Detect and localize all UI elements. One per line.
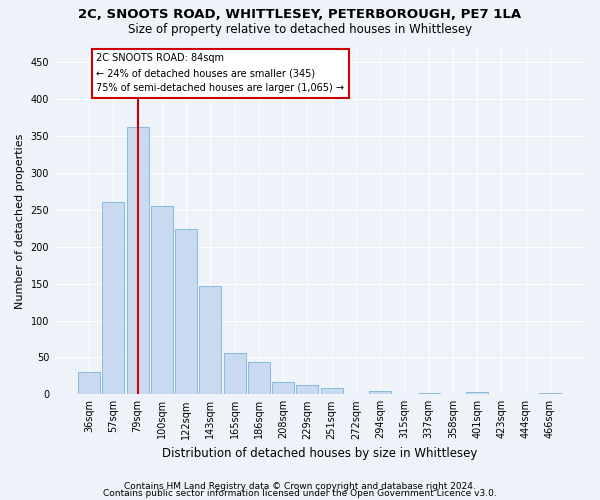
Bar xyxy=(151,206,173,394)
Bar xyxy=(127,127,149,394)
Text: 2C, SNOOTS ROAD, WHITTLESEY, PETERBOROUGH, PE7 1LA: 2C, SNOOTS ROAD, WHITTLESEY, PETERBOROUG… xyxy=(79,8,521,20)
Text: 2C SNOOTS ROAD: 84sqm
← 24% of detached houses are smaller (345)
75% of semi-det: 2C SNOOTS ROAD: 84sqm ← 24% of detached … xyxy=(97,54,344,93)
Bar xyxy=(272,382,294,394)
Bar xyxy=(466,392,488,394)
Bar xyxy=(321,388,343,394)
Text: Contains public sector information licensed under the Open Government Licence v3: Contains public sector information licen… xyxy=(103,488,497,498)
Bar xyxy=(199,286,221,395)
Bar xyxy=(369,390,391,394)
Bar xyxy=(224,353,245,395)
Bar xyxy=(248,362,270,394)
Text: Size of property relative to detached houses in Whittlesey: Size of property relative to detached ho… xyxy=(128,22,472,36)
Y-axis label: Number of detached properties: Number of detached properties xyxy=(15,133,25,308)
X-axis label: Distribution of detached houses by size in Whittlesey: Distribution of detached houses by size … xyxy=(162,447,477,460)
Bar xyxy=(78,372,100,394)
Bar xyxy=(296,384,319,394)
Bar xyxy=(418,393,440,394)
Text: Contains HM Land Registry data © Crown copyright and database right 2024.: Contains HM Land Registry data © Crown c… xyxy=(124,482,476,491)
Bar xyxy=(539,393,561,394)
Bar xyxy=(103,202,124,394)
Bar xyxy=(175,229,197,394)
